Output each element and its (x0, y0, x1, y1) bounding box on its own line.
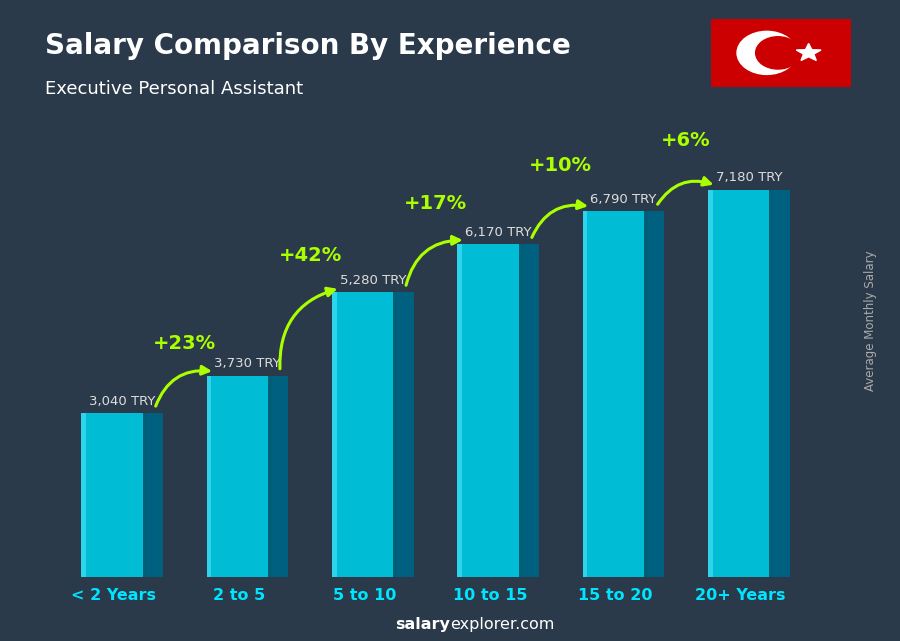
Text: 5,280 TRY: 5,280 TRY (339, 274, 406, 287)
Polygon shape (272, 376, 288, 577)
Bar (81, 413, 86, 577)
Bar (332, 292, 337, 577)
Text: +10%: +10% (529, 156, 592, 175)
Text: 7,180 TRY: 7,180 TRY (716, 172, 782, 185)
Bar (708, 190, 713, 577)
Text: 6,170 TRY: 6,170 TRY (465, 226, 531, 239)
Bar (207, 376, 272, 577)
Polygon shape (773, 190, 789, 577)
Text: +17%: +17% (404, 194, 467, 213)
Bar (81, 413, 147, 577)
Bar (518, 244, 523, 577)
Text: +6%: +6% (662, 131, 711, 150)
Bar (644, 211, 648, 577)
Polygon shape (397, 292, 413, 577)
Polygon shape (523, 244, 539, 577)
Text: +23%: +23% (153, 334, 216, 353)
Bar (332, 292, 397, 577)
Bar (207, 376, 211, 577)
Text: Average Monthly Salary: Average Monthly Salary (864, 250, 877, 391)
Bar (142, 413, 147, 577)
Bar (457, 244, 462, 577)
Text: Executive Personal Assistant: Executive Personal Assistant (45, 80, 303, 98)
Text: +42%: +42% (278, 246, 342, 265)
Text: 6,790 TRY: 6,790 TRY (590, 192, 657, 206)
Bar (268, 376, 272, 577)
Circle shape (756, 37, 800, 69)
Bar (770, 190, 773, 577)
Polygon shape (796, 44, 821, 60)
Circle shape (737, 31, 796, 74)
Bar (708, 190, 773, 577)
Bar (457, 244, 523, 577)
Bar (393, 292, 397, 577)
Text: 3,730 TRY: 3,730 TRY (214, 358, 281, 370)
Polygon shape (147, 413, 163, 577)
Text: Salary Comparison By Experience: Salary Comparison By Experience (45, 32, 571, 60)
Bar (583, 211, 648, 577)
Text: explorer.com: explorer.com (450, 617, 554, 633)
Polygon shape (648, 211, 664, 577)
Bar (583, 211, 588, 577)
Text: 3,040 TRY: 3,040 TRY (89, 395, 156, 408)
Text: salary: salary (395, 617, 450, 633)
